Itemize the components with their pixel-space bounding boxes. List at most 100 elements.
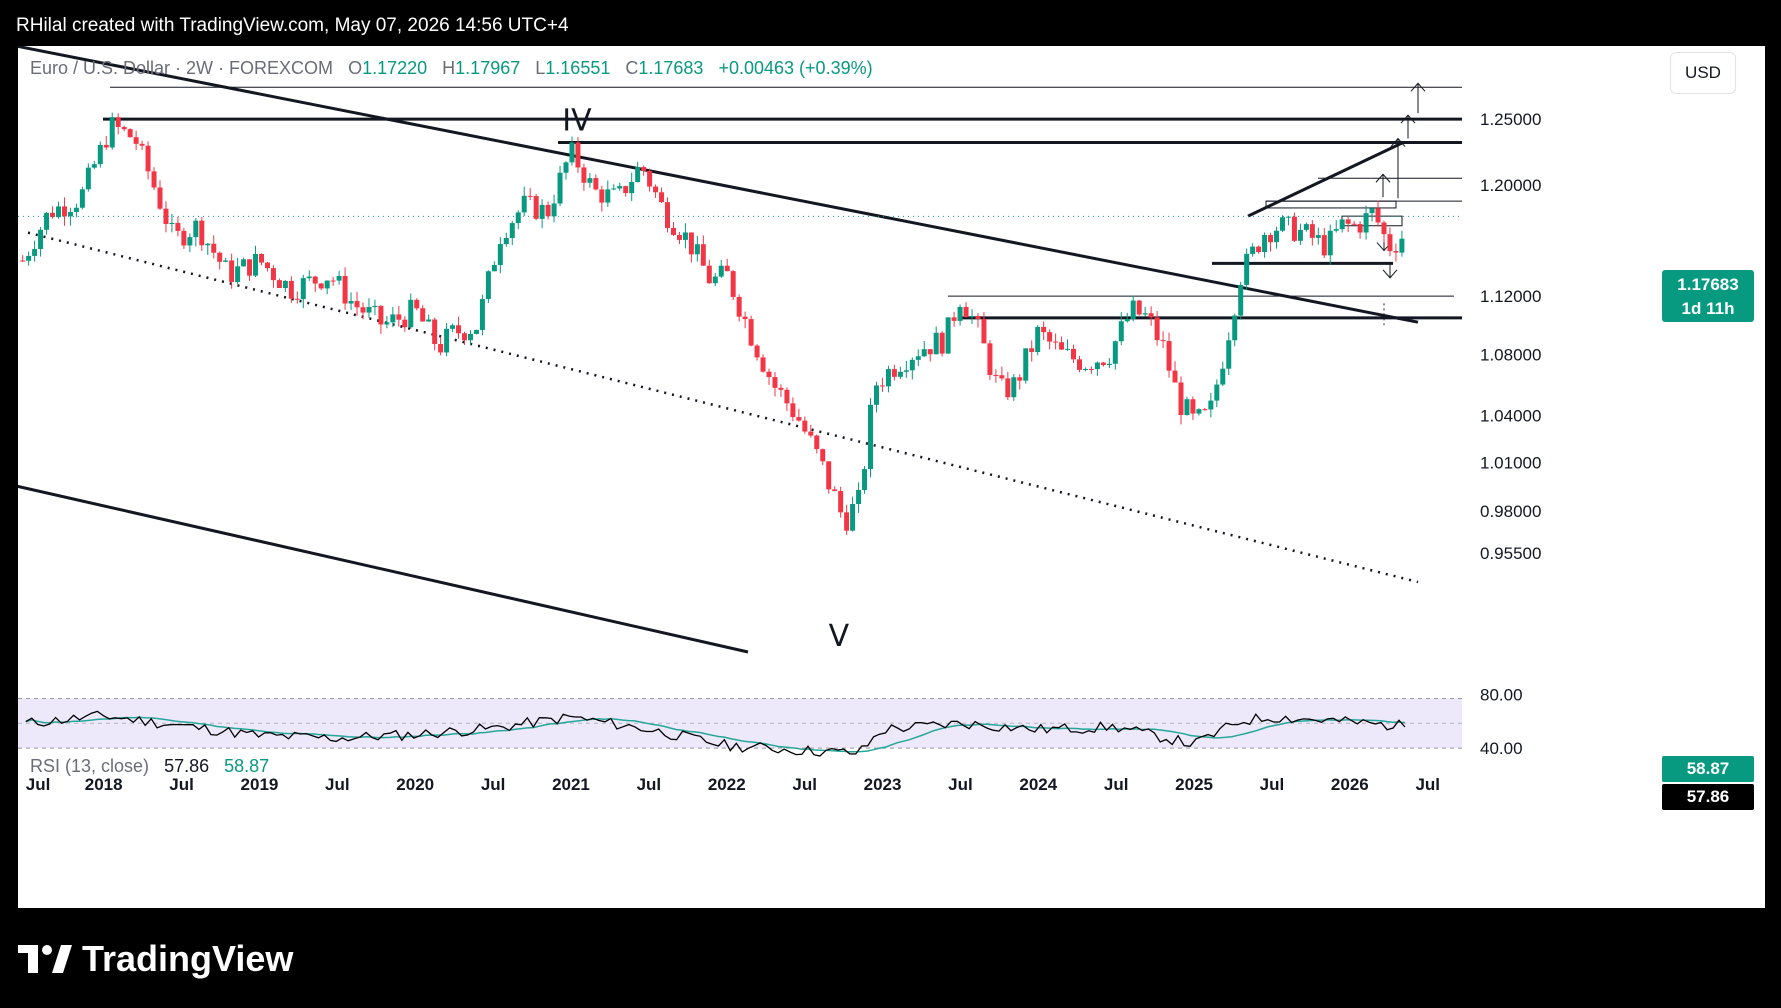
candle-body [653, 186, 659, 193]
candle-body [354, 301, 360, 308]
y-tick-label: 1.12000 [1480, 287, 1541, 306]
candle-body [139, 143, 145, 146]
candle-body [1047, 332, 1053, 342]
y-tick-label: 0.98000 [1480, 502, 1541, 521]
candle-body [665, 202, 671, 228]
symbol-title: Euro / U.S. Dollar · 2W · FOREXCOM [30, 58, 334, 78]
time-tick-label: Jul [1415, 775, 1440, 794]
candle-body [885, 369, 891, 387]
candle-body [641, 167, 647, 171]
candle-body [288, 280, 294, 299]
candle-body [50, 212, 56, 218]
candle-body [1184, 399, 1190, 415]
candle-body [533, 196, 539, 219]
candle-body [915, 356, 921, 360]
time-tick-label: 2021 [552, 775, 590, 794]
candle-body [32, 249, 38, 256]
candle-body [718, 265, 724, 277]
candle-body [945, 317, 951, 354]
y-tick-label: 1.04000 [1480, 406, 1541, 425]
candle-body [456, 325, 462, 334]
candle-body [635, 167, 641, 183]
candle-body [432, 319, 438, 344]
candle-body [38, 229, 44, 250]
candle-body [868, 404, 874, 470]
candle-body [1369, 208, 1375, 214]
candle-body [796, 417, 802, 421]
candle-body [402, 319, 408, 328]
candle-body [700, 244, 706, 266]
candle-body [688, 232, 694, 255]
time-tick-label: Jul [169, 775, 194, 794]
candle-body [1142, 313, 1148, 315]
candle-body [336, 275, 342, 281]
candle-body [897, 371, 903, 377]
candle-body [1363, 213, 1369, 233]
candle-body [1315, 235, 1321, 238]
candle-body [599, 189, 605, 203]
close-label: C [625, 58, 639, 78]
candle-body [396, 314, 402, 320]
candle-body [814, 435, 820, 450]
candle-body [348, 301, 354, 304]
candle-body [1166, 341, 1172, 371]
candle-body [629, 182, 635, 194]
low-label: L [535, 58, 546, 78]
candle-body [1387, 234, 1393, 252]
candle-body [712, 276, 718, 284]
candle-body [253, 253, 259, 276]
rsi-value: 57.86 [164, 756, 210, 776]
candle-body [545, 204, 551, 217]
change-value: +0.00463 (+0.39%) [718, 58, 873, 78]
candle-body [1172, 370, 1178, 383]
low-value: 1.16551 [545, 58, 611, 78]
candle-body [1041, 326, 1047, 333]
time-tick-label: 2023 [864, 775, 902, 794]
candle-body [1100, 362, 1106, 366]
candle-body [1339, 219, 1345, 230]
candle-body [1220, 368, 1226, 385]
down-arrow-head [1382, 269, 1398, 279]
candle-body [1208, 400, 1214, 410]
up-arrow-head [1410, 82, 1426, 92]
candle-body [264, 262, 270, 269]
candle-body [1190, 399, 1196, 414]
candle-body [1196, 409, 1202, 414]
candle-body [1321, 235, 1327, 256]
candle-body [832, 489, 838, 492]
candle-body [1244, 253, 1250, 285]
candle-body [342, 275, 348, 304]
time-tick-label: Jul [481, 775, 506, 794]
candle-body [26, 255, 32, 261]
candle-body [306, 276, 312, 279]
candle-body [485, 271, 491, 300]
candle-body [1202, 409, 1208, 411]
candle-body [163, 208, 169, 224]
candle-body [1297, 229, 1303, 241]
time-tick-label: 2018 [85, 775, 123, 794]
candle-body [211, 243, 217, 253]
candle-body [1238, 284, 1244, 316]
candle-body [1088, 368, 1094, 370]
candle-body [444, 328, 450, 353]
candle-body [1256, 246, 1262, 253]
candle-body [838, 491, 844, 513]
candle-body [1029, 348, 1035, 353]
currency-button[interactable]: USD [1670, 52, 1736, 94]
candle-body [706, 265, 712, 284]
chart-panel[interactable]: 0.95500 0.98000 1.01000 1.04000 1.08000 1.120… [18, 46, 1765, 908]
candle-body [67, 212, 73, 217]
candle-body [223, 260, 229, 262]
candle-body [766, 371, 772, 378]
open-label: O [348, 58, 363, 78]
candle-body [473, 329, 479, 334]
price-chart[interactable]: 0.95500 0.98000 1.01000 1.04000 1.08000 1.120… [18, 46, 1765, 908]
candle-body [1160, 340, 1166, 342]
candle-body [1112, 341, 1118, 364]
candle-body [1291, 216, 1297, 241]
candle-body [235, 266, 241, 282]
candle-body [318, 283, 324, 289]
candle-body [933, 332, 939, 355]
candle-body [1327, 230, 1333, 256]
y-tick-label: 1.01000 [1480, 454, 1541, 473]
